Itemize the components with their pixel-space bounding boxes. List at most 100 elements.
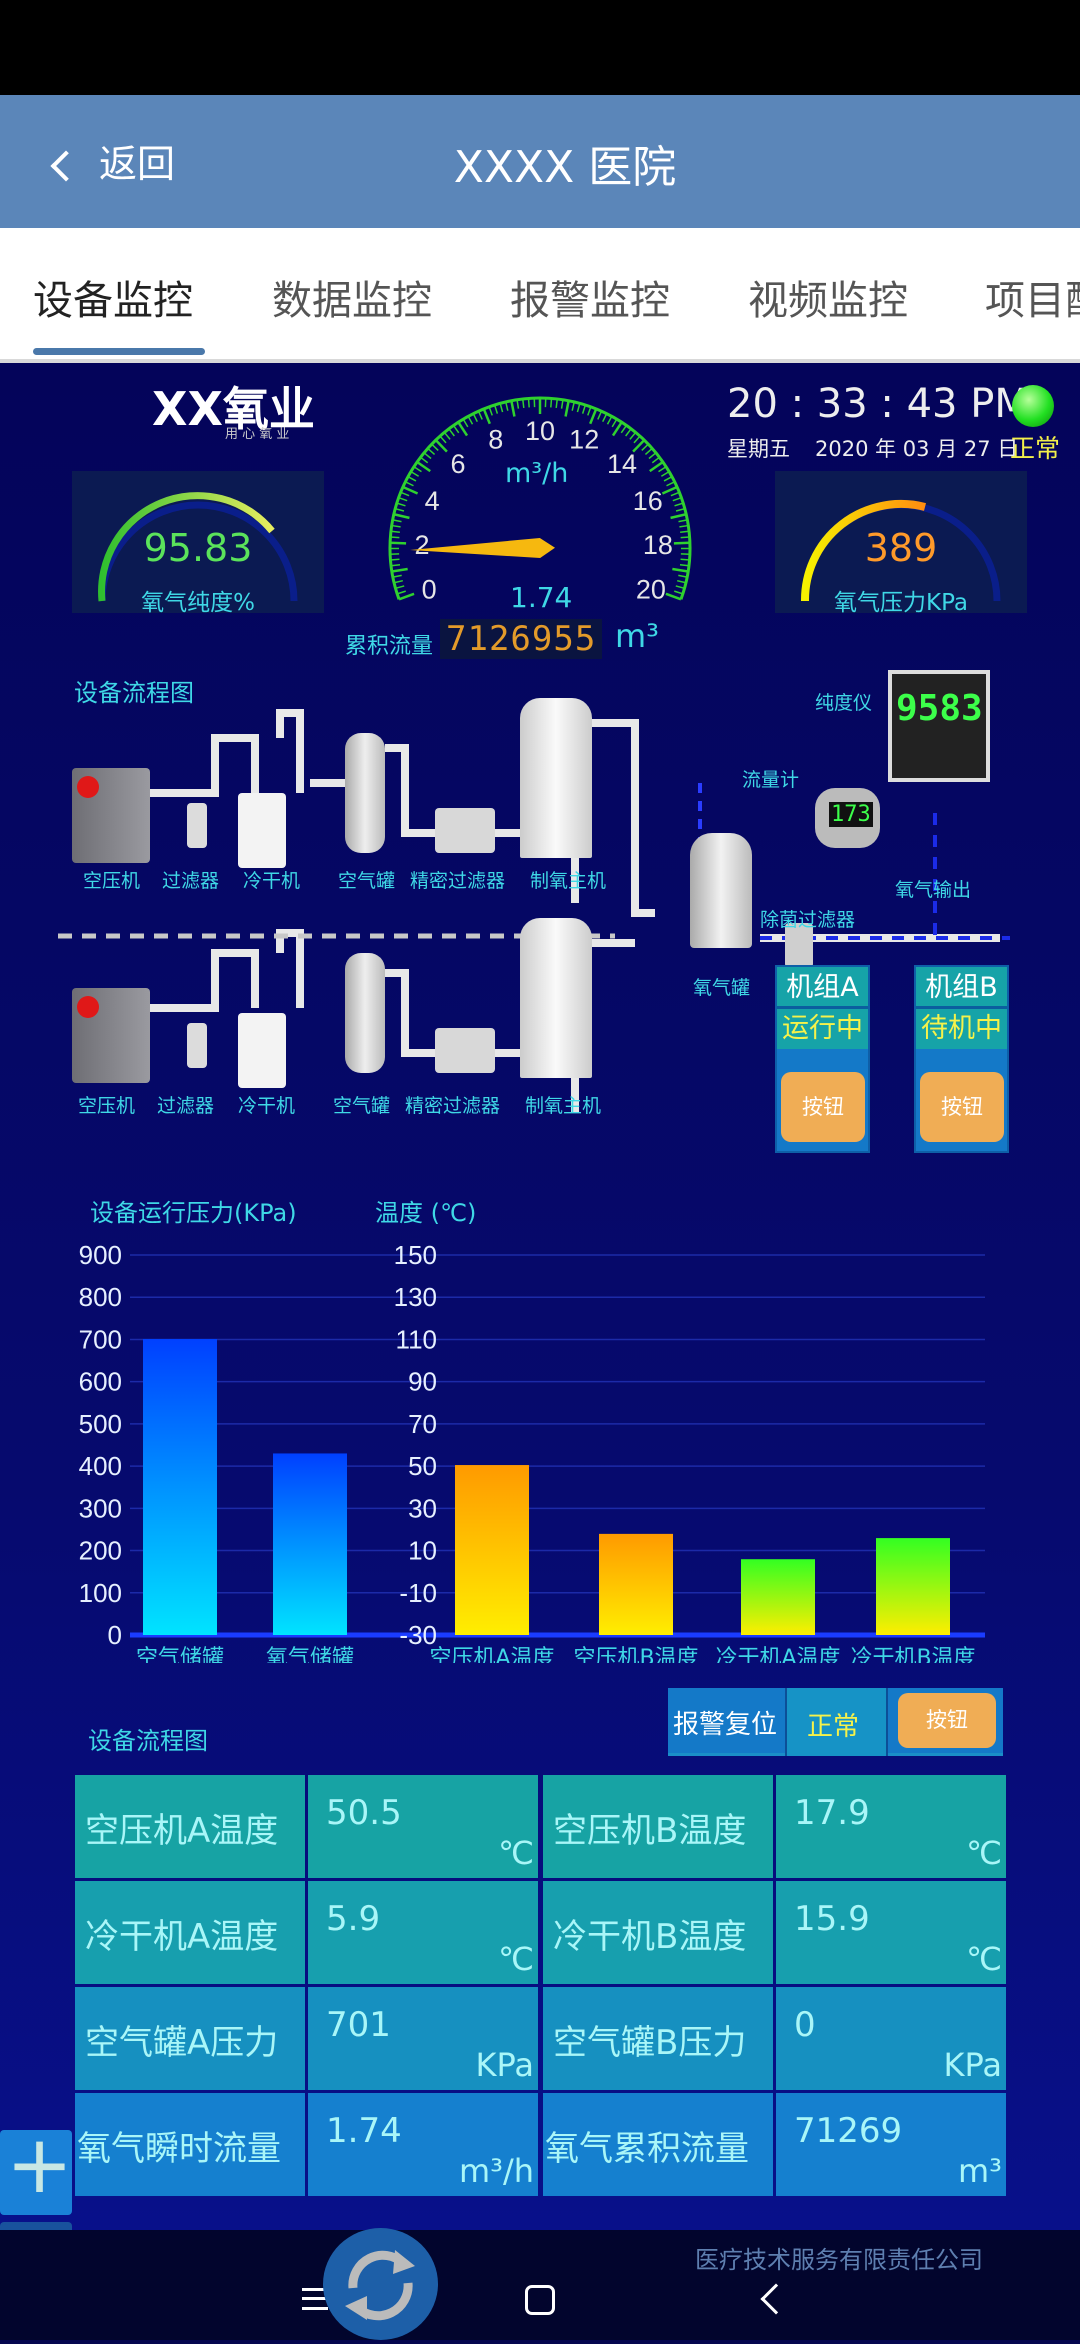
label-precision-b: 精密过滤器 <box>405 1091 500 1118</box>
chart-left-tick-label: 300 <box>79 1493 122 1523</box>
flow-gauge-tick <box>468 416 472 424</box>
flow-gauge-tick <box>421 457 428 462</box>
chart-left-tick-label: 400 <box>79 1451 122 1481</box>
flow-gauge-tick <box>390 543 406 544</box>
refresh-button[interactable] <box>323 2228 438 2340</box>
purity-value: 95.83 <box>72 526 324 570</box>
oxygen-generator-a <box>520 698 592 858</box>
label-filter-a: 过滤器 <box>162 866 219 893</box>
reading-value: 1.74 <box>326 2111 402 2151</box>
page-title: XXXX 医院 <box>0 131 1080 195</box>
alarm-reset-button[interactable]: 按钮 <box>898 1693 996 1748</box>
chart-bar <box>741 1559 815 1635</box>
alarm-status-cell: 正常 <box>785 1688 888 1756</box>
back-icon[interactable] <box>760 2283 791 2314</box>
zoom-in-button[interactable]: + <box>0 2130 72 2215</box>
reading-value: 0 <box>794 2005 816 2045</box>
flow-gauge-tick <box>454 425 459 432</box>
unit-a-button[interactable]: 按钮 <box>781 1072 865 1142</box>
flow-gauge-tick <box>681 537 690 538</box>
flow-gauge-tick <box>675 503 684 506</box>
label-purity-meter: 纯度仪 <box>815 688 872 715</box>
active-tab-indicator <box>33 348 205 355</box>
flow-gauge-tick <box>391 565 400 566</box>
flow-gauge-tick <box>463 419 468 427</box>
flow-gauge-tick <box>479 411 483 419</box>
chart-bar <box>599 1534 673 1635</box>
reading-label: 空气罐A压力 <box>85 2015 278 2064</box>
label-compressor-a: 空压机 <box>83 866 140 893</box>
reading-label: 氧气瞬时流量 <box>77 2121 281 2170</box>
flow-gauge-tick <box>583 405 586 414</box>
oxygen-tank <box>690 833 752 948</box>
reading-value: 15.9 <box>794 1899 870 1939</box>
alarm-status: 正常 <box>807 1706 859 1743</box>
label-precision-a: 精密过滤器 <box>410 866 505 893</box>
chart-right-tick-label: 150 <box>394 1240 437 1270</box>
flow-gauge-tick <box>652 457 659 462</box>
chart-left-tick-label: 600 <box>79 1367 122 1397</box>
reading-label-cell: 空压机B温度 <box>543 1775 773 1878</box>
flow-gauge-tick <box>674 591 683 594</box>
label-flow-meter: 流量计 <box>742 765 799 792</box>
flow-gauge-tick-label: 16 <box>633 486 663 516</box>
flow-gauge-tick <box>393 575 402 577</box>
chart-category-label: 空压机B温度 <box>573 1646 698 1663</box>
flow-gauge-tick <box>677 581 686 583</box>
filter-a <box>187 803 207 848</box>
flow-gauge-tick <box>612 419 617 427</box>
unit-b-button[interactable]: 按钮 <box>920 1072 1004 1142</box>
unit-b-name: 机组B <box>916 967 1007 1009</box>
flow-gauge-tick <box>484 409 490 424</box>
flow-gauge-tick-label: 10 <box>525 416 555 446</box>
flow-gauge-tick <box>394 581 403 583</box>
reading-unit: KPa <box>476 2046 534 2084</box>
flow-gauge-tick <box>528 398 529 407</box>
reading-unit: m³/h <box>459 2152 534 2190</box>
flow-gauge-tick <box>403 487 418 494</box>
tab-project[interactable]: 项目配 <box>985 268 1080 326</box>
flow-gauge-tick <box>566 401 569 417</box>
clock-date: 2020 年 03 月 27 日 <box>815 433 1018 463</box>
chart-bar <box>273 1453 347 1635</box>
home-icon[interactable] <box>525 2285 555 2315</box>
flow-gauge-tick <box>432 444 438 450</box>
label-airtank-b: 空气罐 <box>333 1091 390 1118</box>
flow-gauge-tick <box>607 416 611 424</box>
flow-meter-display: 173 <box>815 788 880 848</box>
flow-gauge-tick <box>659 467 667 472</box>
cumulative-label: 累积流量 <box>345 628 433 660</box>
flow-gauge-tick-label: 4 <box>425 486 440 516</box>
label-compressor-b: 空压机 <box>78 1091 135 1118</box>
tab-data-monitor[interactable]: 数据监控 <box>272 268 432 326</box>
chart-right-tick-label: 30 <box>408 1493 437 1523</box>
flow-unit: m³/h <box>505 458 568 489</box>
chart-category-label: 氧气储罐 <box>266 1646 354 1663</box>
pressure-value: 389 <box>775 526 1027 570</box>
tab-video-monitor[interactable]: 视频监控 <box>748 268 908 326</box>
flow-gauge-tick <box>393 520 402 522</box>
reading-value-cell: 0 KPa <box>776 1987 1006 2090</box>
tab-device-monitor[interactable]: 设备监控 <box>33 268 193 326</box>
label-dryer-b: 冷干机 <box>238 1091 295 1118</box>
chart-right-tick-label: 70 <box>408 1409 437 1439</box>
flow-gauge-tick <box>394 514 410 518</box>
reading-unit: KPa <box>944 2046 1002 2084</box>
label-dryer-a: 冷干机 <box>243 866 300 893</box>
reading-label: 冷干机B温度 <box>553 1909 746 1958</box>
chart-right-tick-label: 10 <box>408 1536 437 1566</box>
label-sterile-filter: 除菌过滤器 <box>760 905 855 932</box>
reading-label-cell: 空压机A温度 <box>75 1775 305 1878</box>
reading-unit: ℃ <box>498 1940 534 1978</box>
flow-gauge-tick <box>397 591 406 594</box>
chart-right-tick-label: 50 <box>408 1451 437 1481</box>
flow-gauge-tick <box>626 429 631 436</box>
flow-gauge-tick <box>676 586 685 588</box>
unit-b-panel: 机组B 待机中 按钮 <box>914 965 1009 1153</box>
system-status: 正常 <box>1010 429 1060 465</box>
tab-alarm-monitor[interactable]: 报警监控 <box>510 268 670 326</box>
reading-label: 冷干机A温度 <box>85 1909 278 1958</box>
